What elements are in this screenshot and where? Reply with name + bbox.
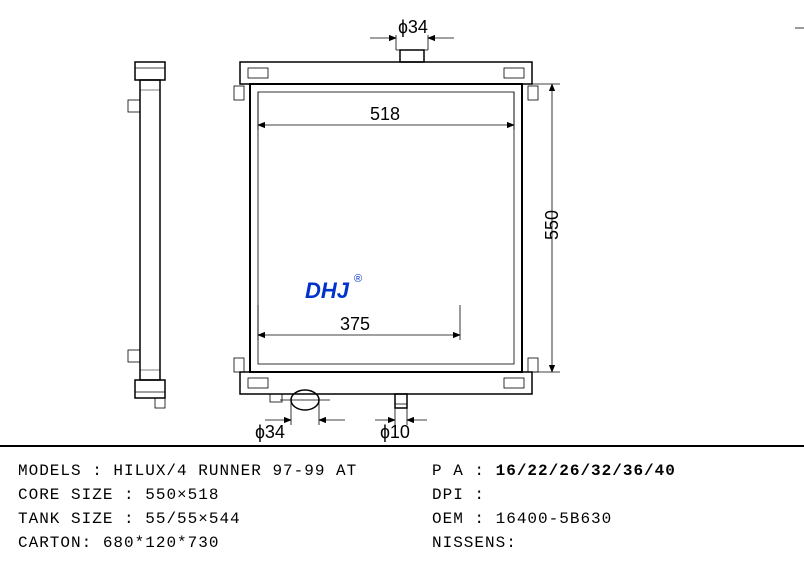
drawing-area: ɸ34 518 550 375 ɸ34 bbox=[0, 0, 804, 445]
dim-width: 518 bbox=[258, 92, 514, 130]
dim-height-text: 550 bbox=[542, 210, 562, 240]
info-oem: OEM : 16400-5B630 bbox=[432, 507, 786, 531]
info-left-column: MODELS : HILUX/4 RUNNER 97-99 AT CORE SI… bbox=[18, 459, 372, 554]
info-core: CORE SIZE : 550×518 bbox=[18, 483, 372, 507]
brand-logo: DHJ ® bbox=[305, 273, 362, 303]
info-nissens: NISSENS: bbox=[432, 531, 786, 555]
dim-top-dia-text: ɸ34 bbox=[398, 17, 428, 37]
dim-offset-text: 375 bbox=[340, 314, 370, 334]
brand-text: DHJ bbox=[305, 278, 350, 303]
tank-label: TANK SIZE : bbox=[18, 507, 135, 531]
models-label: MODELS : bbox=[18, 459, 103, 483]
dim-height: 550 bbox=[542, 84, 562, 372]
pa-value: 16/22/26/32/36/40 bbox=[496, 462, 676, 480]
models-value: HILUX/4 RUNNER 97-99 AT bbox=[113, 462, 357, 480]
info-carton: CARTON: 680*120*730 bbox=[18, 531, 372, 555]
dim-bottom-left-dia: ɸ34 bbox=[255, 400, 345, 442]
core-label: CORE SIZE : bbox=[18, 483, 135, 507]
registered-mark: ® bbox=[354, 273, 362, 285]
dim-bottom-offset: 375 bbox=[258, 305, 460, 340]
info-models: MODELS : HILUX/4 RUNNER 97-99 AT bbox=[18, 459, 372, 483]
pa-label: P A : bbox=[432, 459, 485, 483]
technical-drawing: ɸ34 518 550 375 ɸ34 bbox=[0, 0, 804, 445]
carton-value: 680*120*730 bbox=[103, 534, 220, 552]
dpi-label: DPI : bbox=[432, 483, 485, 507]
side-view bbox=[128, 62, 165, 408]
info-tank: TANK SIZE : 55/55×544 bbox=[18, 507, 372, 531]
dim-top-diameter: ɸ34 bbox=[370, 17, 454, 50]
info-panel: MODELS : HILUX/4 RUNNER 97-99 AT CORE SI… bbox=[0, 445, 804, 566]
nissens-label: NISSENS: bbox=[432, 531, 517, 555]
oem-label: OEM : bbox=[432, 507, 485, 531]
tank-value: 55/55×544 bbox=[145, 510, 240, 528]
info-pa: P A : 16/22/26/32/36/40 bbox=[432, 459, 786, 483]
carton-label: CARTON: bbox=[18, 531, 92, 555]
dim-bl-dia-text: ɸ34 bbox=[255, 422, 285, 442]
info-right-column: P A : 16/22/26/32/36/40 DPI : OEM : 1640… bbox=[372, 459, 786, 554]
info-dpi: DPI : bbox=[432, 483, 786, 507]
dim-width-text: 518 bbox=[370, 104, 400, 124]
oem-value: 16400-5B630 bbox=[496, 510, 613, 528]
dim-bottom-right-dia: ɸ10 bbox=[375, 408, 427, 442]
dim-br-dia-text: ɸ10 bbox=[380, 422, 410, 442]
core-value: 550×518 bbox=[145, 486, 219, 504]
